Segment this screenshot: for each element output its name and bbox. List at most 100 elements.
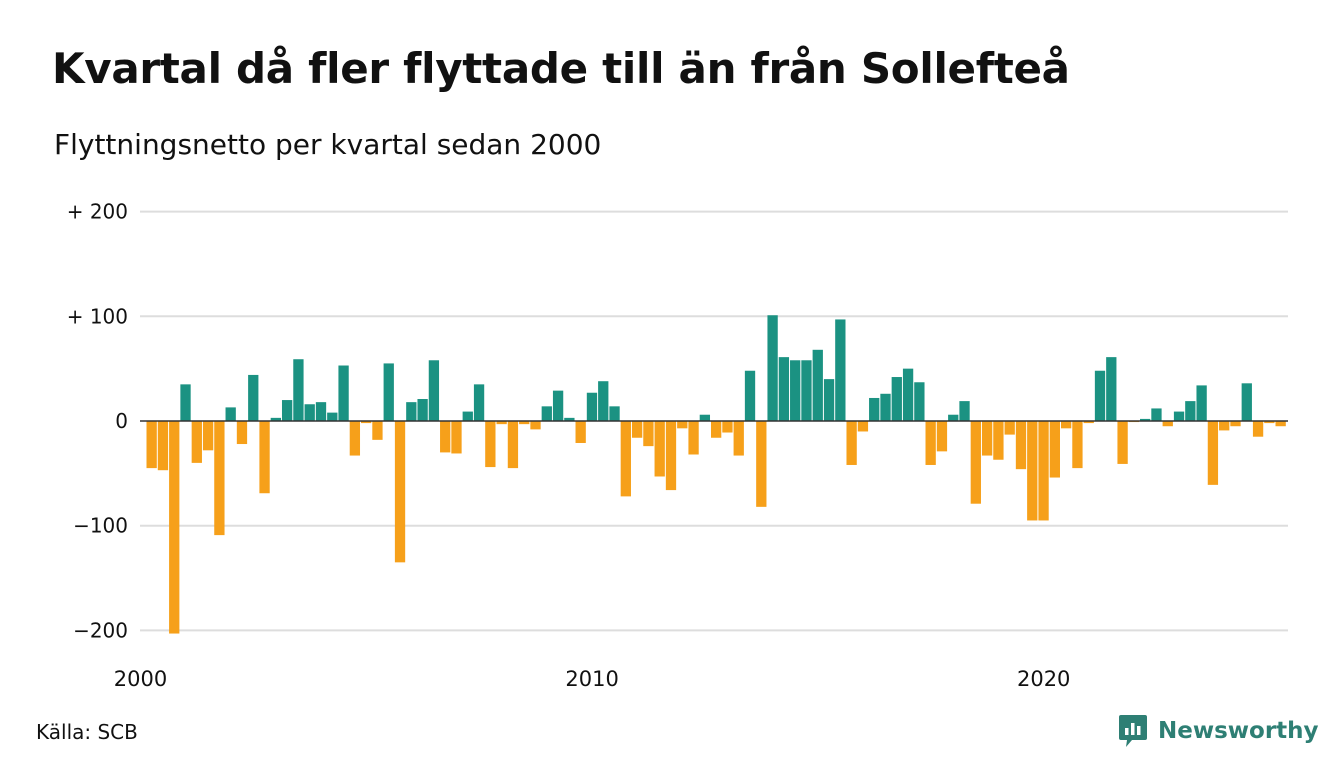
bar [902, 368, 914, 421]
bar [835, 319, 846, 421]
bar [1083, 421, 1094, 424]
chart-title: Kvartal då fler flyttade till än från So… [52, 44, 1070, 93]
bar [1106, 357, 1117, 421]
bar [1252, 421, 1264, 437]
bar [394, 421, 406, 563]
bar [699, 414, 711, 421]
bar [1275, 421, 1286, 427]
bar [180, 384, 191, 421]
bar [1049, 421, 1060, 478]
bar [790, 360, 801, 421]
y-tick-label: 0 [115, 409, 128, 433]
bar [733, 421, 744, 456]
bar [1140, 418, 1151, 421]
y-axis-ticks: + 200 + 100 0 −100 −200 [67, 200, 128, 643]
bar [248, 374, 259, 421]
bar [654, 421, 665, 477]
bar [688, 421, 699, 455]
bar [1015, 421, 1027, 470]
bar [225, 407, 236, 421]
bar [1185, 401, 1196, 421]
bar [598, 381, 609, 421]
bar [993, 421, 1004, 460]
bar [1173, 411, 1185, 421]
bar [1162, 421, 1173, 427]
bar [1196, 385, 1207, 421]
y-tick-label: + 200 [67, 200, 128, 224]
bar [1241, 383, 1252, 421]
bar [541, 406, 552, 421]
x-tick-label: 2010 [565, 667, 618, 691]
grid-lines [140, 210, 1288, 632]
bar [1072, 421, 1083, 469]
bar [1060, 421, 1072, 429]
bar [959, 401, 970, 421]
bar [936, 421, 948, 452]
bar [801, 360, 812, 421]
bar [744, 370, 756, 421]
bar [519, 421, 530, 425]
newsworthy-logo-icon [1119, 715, 1147, 747]
x-tick-label: 2020 [1017, 667, 1070, 691]
bar [914, 382, 925, 421]
bar-chart: + 200 + 100 0 −100 −200 2000 2010 2020 [67, 200, 1288, 691]
bar [812, 349, 823, 421]
bar [462, 411, 473, 421]
x-tick-label: 2000 [114, 667, 167, 691]
bar [417, 399, 428, 421]
y-tick-label: −100 [73, 514, 128, 538]
bar [293, 359, 304, 421]
bar [281, 400, 293, 421]
bar [146, 421, 157, 469]
y-tick-label: −200 [73, 618, 128, 642]
bar [722, 421, 733, 433]
y-tick-label: + 100 [67, 304, 128, 328]
bar [586, 392, 598, 421]
bar [1004, 421, 1015, 435]
bar [157, 421, 169, 471]
bar [631, 421, 643, 438]
brand-name: Newsworthy [1158, 718, 1319, 744]
bar [372, 421, 383, 440]
bar [552, 390, 564, 421]
bar [1038, 421, 1049, 521]
bar [1207, 421, 1219, 485]
bar [1230, 421, 1241, 427]
bar [981, 421, 993, 456]
bar [643, 421, 654, 447]
bars [146, 315, 1286, 634]
bar [315, 402, 327, 421]
bar [473, 384, 485, 421]
bar [925, 421, 936, 465]
bar [1094, 370, 1106, 421]
bar [880, 393, 891, 421]
bar [270, 417, 281, 421]
bar [485, 421, 496, 468]
bar [869, 397, 880, 421]
bar [575, 421, 586, 443]
bar [451, 421, 462, 454]
bar [948, 414, 959, 421]
bar [507, 421, 519, 469]
bar [665, 421, 677, 491]
bar [428, 360, 440, 421]
bar [361, 421, 372, 424]
bar [823, 379, 835, 421]
bar [857, 421, 869, 432]
bar [349, 421, 361, 456]
bar [259, 421, 270, 494]
bar [214, 421, 225, 536]
bar [440, 421, 451, 453]
bar [406, 402, 417, 421]
bar [970, 421, 981, 504]
bar [1027, 421, 1038, 521]
bar [677, 421, 688, 429]
bar [620, 421, 631, 497]
bar [1117, 421, 1128, 464]
bar [756, 421, 767, 507]
bar [202, 421, 214, 451]
bar [304, 404, 315, 421]
bar [711, 421, 722, 438]
x-axis-ticks: 2000 2010 2020 [114, 667, 1071, 691]
bar [1264, 421, 1275, 424]
